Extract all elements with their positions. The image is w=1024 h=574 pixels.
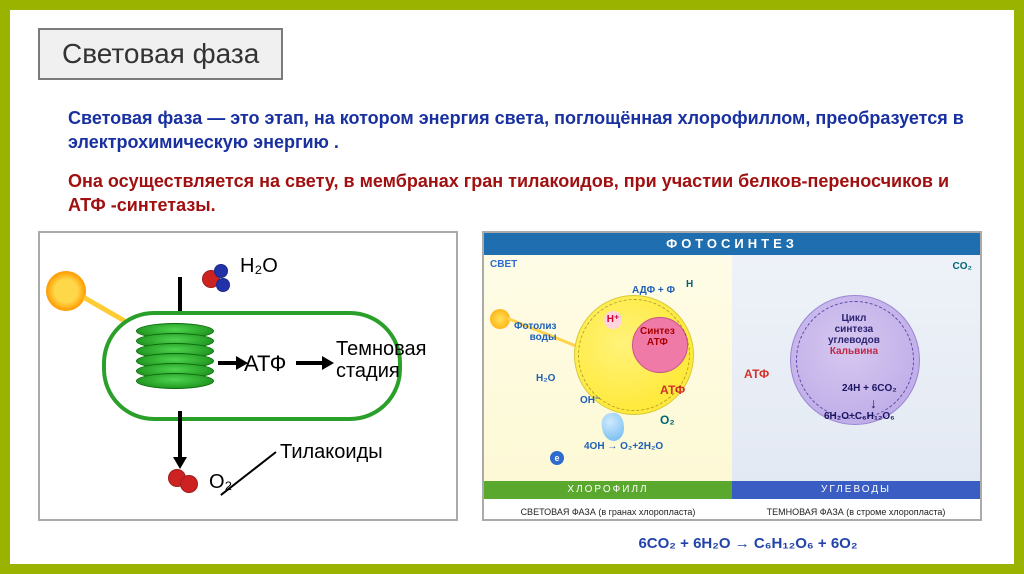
electron-label: e [550,451,564,465]
photosynthesis-header: ФОТОСИНТЕЗ [484,233,980,255]
calvin-label: Цикл синтеза углеводов Кальвина [828,313,880,357]
co2-label: CO₂ [953,261,972,272]
title-box: Световая фаза [38,28,283,80]
h2o-label-right: H₂O [536,373,555,384]
thylakoid-label: Тилакоиды [280,441,383,464]
dark-line2: стадия [336,360,427,382]
light-phase-panel: СВЕТ Фотолиз воды АДФ + Ф H Синтез АТФ H… [484,255,732,481]
rprod-label: 6H₂O+C₆H₁₂O₆ [824,411,895,422]
diagrams-row: H₂O АТФ Темновая стадия O₂ Тилакоиды ФОТ… [38,231,986,521]
rdown-arrow: ↓ [870,395,877,411]
svet-label: СВЕТ [490,259,517,270]
adp-f-label: АДФ + Ф [632,285,675,296]
conditions-paragraph: Она осуществляется на свету, в мембранах… [68,169,966,218]
o2-label: O₂ [209,471,232,494]
carbs-footer: УГЛЕВОДЫ [732,481,980,499]
o2-label-right: O₂ [660,413,675,427]
grana-to-atp-arrow [218,361,240,365]
cycle-ring-light [578,299,690,411]
grana-stack [136,329,214,403]
dark-stage-label: Темновая стадия [336,338,427,382]
chlorophyll-footer: ХЛОРОФИЛЛ [484,481,732,499]
atp-dark-label: АТФ [744,367,769,381]
react-4oh-label: 4OH → O₂+2H₂O [584,441,663,452]
atp-label: АТФ [244,351,286,377]
h2o-label: H₂O [240,255,278,278]
h-label: H [686,279,693,290]
left-simplified-diagram: H₂O АТФ Темновая стадия O₂ Тилакоиды [38,231,458,521]
dark-line1: Темновая [336,338,427,360]
right-photosynthesis-diagram: ФОТОСИНТЕЗ СВЕТ Фотолиз воды АДФ + Ф H С… [482,231,982,521]
r24h-label: 24H + 6CO₂ [842,383,897,394]
photolysis-label: Фотолиз воды [514,321,557,343]
light-phase-caption: СВЕТОВАЯ ФАЗА (в гранах хлоропласта) [484,507,732,517]
overall-equation: 6CO₂ + 6H₂O → C₆H₁₂O₆ + 6O₂ [498,535,998,552]
definition-paragraph: Световая фаза — это этап, на котором эне… [68,106,966,155]
atp-to-dark-arrow [296,361,326,365]
dark-phase-panel: CO₂ Цикл синтеза углеводов Кальвина АТФ … [732,255,980,481]
sun-icon [46,271,86,311]
grana-to-o2-arrow [178,411,182,461]
water-drop-icon [600,412,626,443]
dark-phase-caption: ТЕМНОВАЯ ФАЗА (в строме хлоропласта) [732,507,980,517]
